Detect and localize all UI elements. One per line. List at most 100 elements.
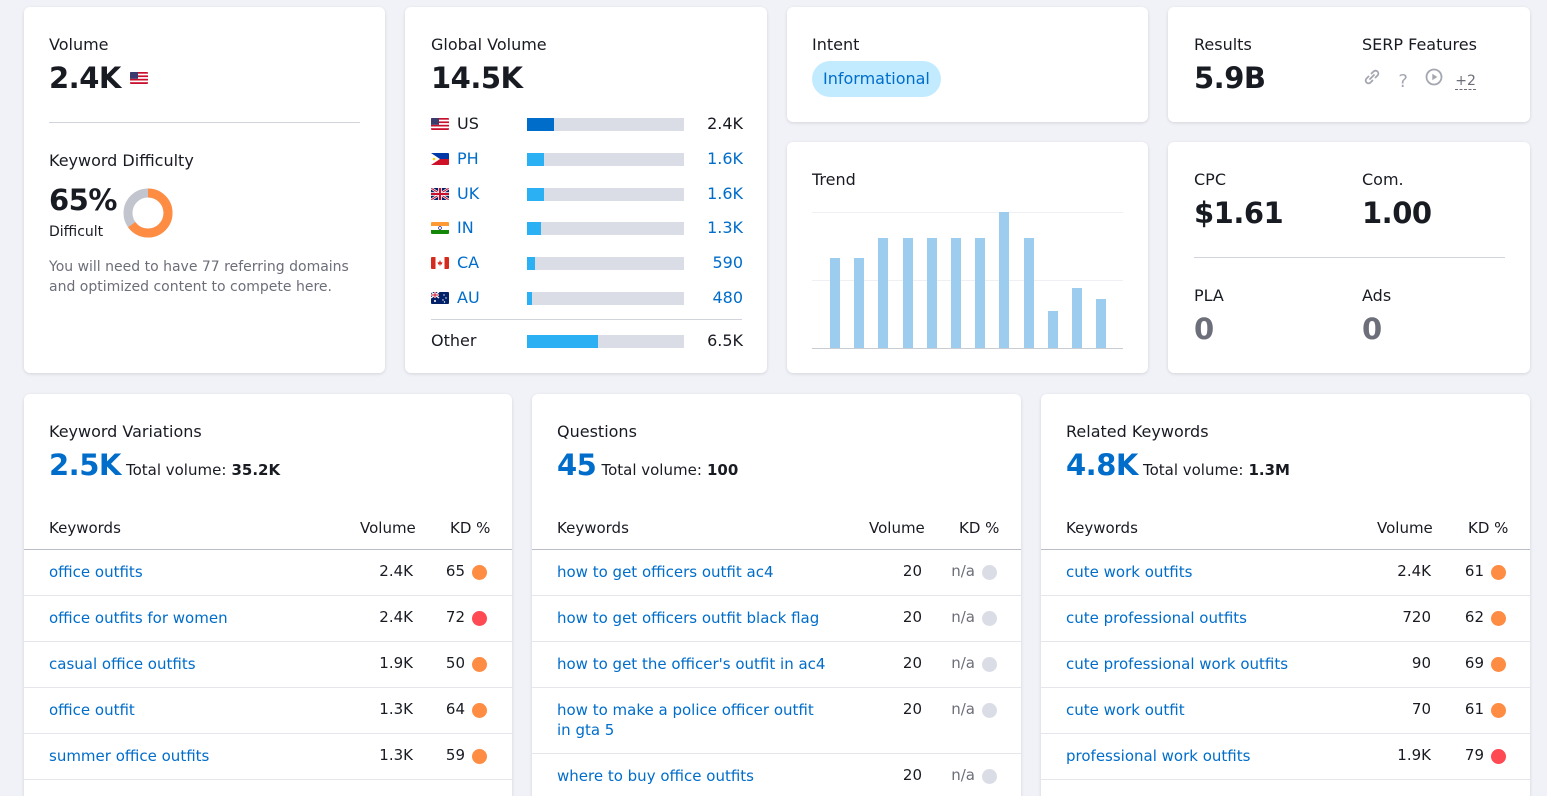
- country-code[interactable]: CA: [457, 253, 480, 273]
- variations-title: Keyword Variations: [49, 422, 202, 441]
- results-card: Results 5.9B SERP Features ? +2: [1168, 7, 1530, 122]
- intent-badge[interactable]: Informational: [812, 61, 941, 97]
- trend-bar[interactable]: [854, 258, 865, 348]
- col-volume[interactable]: Volume: [1377, 519, 1433, 537]
- keyword-link[interactable]: office outfit: [49, 701, 135, 719]
- keyword-link[interactable]: cute professional work outfits: [1066, 655, 1289, 673]
- ads-label: Ads: [1362, 286, 1392, 305]
- keyword-variations-card: Keyword Variations 2.5K Total volume: 35…: [24, 394, 512, 796]
- keyword-link[interactable]: office outfits: [49, 563, 143, 581]
- trend-bar[interactable]: [1096, 299, 1107, 348]
- link-icon[interactable]: [1362, 67, 1382, 87]
- country-code[interactable]: AU: [457, 288, 480, 307]
- country-bar-fill: [527, 292, 532, 305]
- country-code[interactable]: PH: [457, 148, 479, 168]
- trend-bar[interactable]: [1072, 288, 1082, 348]
- in-flag-icon: [431, 222, 449, 235]
- country-bar-fill: [527, 222, 542, 236]
- keyword-link[interactable]: how to make a police officer outfit in g…: [557, 701, 814, 739]
- variations-total-label: Total volume:: [125, 461, 227, 479]
- country-value[interactable]: 1.3K: [707, 218, 743, 238]
- volume-cell: 1.3K: [379, 746, 413, 764]
- kd-dot-icon: [1491, 565, 1506, 580]
- kd-cell: 65: [445, 562, 465, 580]
- country-code[interactable]: IN: [457, 218, 474, 238]
- volume-cell: 20: [902, 654, 922, 672]
- volume-cell: 2.4K: [1397, 562, 1431, 580]
- trend-card: Trend: [787, 142, 1148, 373]
- country-value[interactable]: 1.6K: [707, 148, 743, 168]
- keyword-link[interactable]: how to get officers outfit black flag: [557, 609, 820, 627]
- keyword-link[interactable]: casual office outfits: [49, 655, 196, 673]
- kd-donut: [123, 188, 173, 238]
- trend-bar[interactable]: [951, 237, 961, 348]
- question-icon[interactable]: ?: [1398, 71, 1408, 92]
- ads-value: 0: [1362, 312, 1382, 346]
- keyword-link[interactable]: cute work outfits: [1066, 563, 1193, 581]
- volume-cell: 720: [1402, 608, 1431, 626]
- trend-bar[interactable]: [1023, 237, 1034, 348]
- keyword-link[interactable]: summer office outfits: [49, 747, 210, 765]
- country-code: US: [457, 114, 479, 133]
- ca-flag-icon: [431, 257, 449, 270]
- col-volume[interactable]: Volume: [360, 519, 416, 537]
- serp-more[interactable]: +2: [1455, 73, 1476, 90]
- col-keywords[interactable]: Keywords: [557, 519, 629, 537]
- country-value[interactable]: 1.6K: [707, 183, 743, 203]
- col-keywords[interactable]: Keywords: [1066, 519, 1138, 537]
- kd-cell: n/a: [951, 766, 975, 784]
- trend-bar[interactable]: [975, 237, 986, 348]
- divider: [1194, 257, 1505, 258]
- keyword-link[interactable]: where to buy office outfits: [557, 767, 754, 785]
- kd-dot-icon: [982, 703, 997, 718]
- volume-cell: 2.4K: [379, 562, 413, 580]
- trend-bar[interactable]: [902, 237, 913, 348]
- country-row-au: AU 480: [431, 286, 743, 310]
- keyword-link[interactable]: cute professional outfits: [1066, 609, 1247, 627]
- table-row: professional work outfits 1.9K 79: [1041, 734, 1530, 780]
- country-code[interactable]: UK: [457, 183, 480, 203]
- country-row-ca: CA 590: [431, 251, 743, 275]
- volume-cell: 20: [902, 562, 922, 580]
- trend-bar[interactable]: [999, 212, 1010, 348]
- table-row: cute professional outfits 720 62: [1041, 596, 1530, 642]
- col-keywords[interactable]: Keywords: [49, 519, 121, 537]
- trend-bar[interactable]: [830, 258, 840, 348]
- col-volume[interactable]: Volume: [869, 519, 925, 537]
- pla-value: 0: [1194, 312, 1214, 346]
- keyword-link[interactable]: professional work outfits: [1066, 747, 1251, 765]
- volume-cell: 70: [1411, 700, 1431, 718]
- volume-cell: 1.9K: [1397, 746, 1431, 764]
- trend-bar[interactable]: [878, 237, 889, 348]
- table-row: where to buy office outfits 20 n/a: [532, 754, 1021, 796]
- keyword-link[interactable]: how to get officers outfit ac4: [557, 563, 774, 581]
- kd-dot-icon: [472, 749, 487, 764]
- col-kd[interactable]: KD %: [450, 519, 491, 537]
- col-kd[interactable]: KD %: [959, 519, 1000, 537]
- trend-bar[interactable]: [926, 237, 937, 348]
- keyword-link[interactable]: how to get the officer's outfit in ac4: [557, 655, 826, 673]
- kd-cell: n/a: [951, 608, 975, 626]
- keyword-link[interactable]: cute work outfit: [1066, 701, 1185, 719]
- keyword-link[interactable]: office outfits for women: [49, 609, 228, 627]
- table-row: cute work outfit 70 61: [1041, 688, 1530, 734]
- country-value[interactable]: 480: [712, 288, 743, 307]
- volume-cell: 20: [902, 608, 922, 626]
- video-icon[interactable]: [1424, 67, 1444, 87]
- us-flag-icon: [431, 118, 449, 130]
- ph-flag-icon: [431, 152, 449, 165]
- related-count[interactable]: 4.8K: [1066, 448, 1138, 482]
- country-bar-fill: [527, 152, 545, 166]
- col-kd[interactable]: KD %: [1468, 519, 1509, 537]
- us-flag-icon[interactable]: [129, 72, 148, 84]
- com-label: Com.: [1362, 170, 1404, 189]
- kd-dot-icon: [1491, 703, 1506, 718]
- variations-count[interactable]: 2.5K: [49, 448, 121, 482]
- kd-cell: n/a: [951, 700, 975, 718]
- questions-count[interactable]: 45: [557, 448, 597, 482]
- kd-dot-icon: [982, 565, 997, 580]
- questions-title: Questions: [557, 422, 637, 441]
- country-bar: [527, 152, 684, 166]
- trend-bar[interactable]: [1047, 311, 1058, 348]
- country-value[interactable]: 590: [712, 253, 743, 273]
